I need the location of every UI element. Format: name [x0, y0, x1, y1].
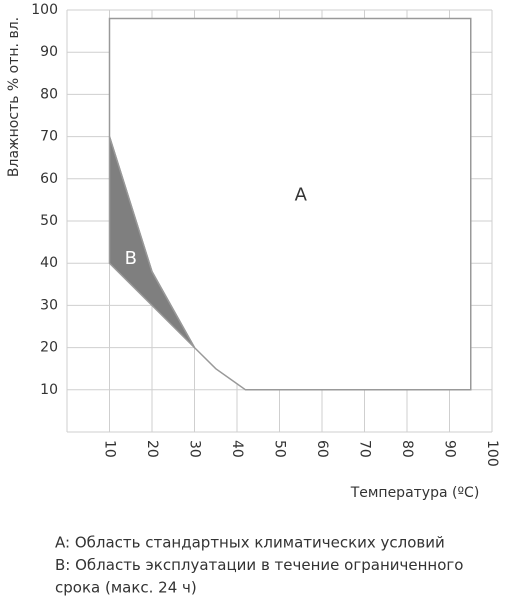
x-tick-label: 60 — [314, 440, 330, 458]
x-tick-label: 90 — [442, 440, 458, 458]
area-label: A — [295, 185, 308, 206]
x-tick-label: 20 — [144, 440, 160, 458]
y-tick-label: 30 — [40, 297, 58, 313]
y-tick-label: 60 — [40, 171, 58, 187]
y-tick-label: 20 — [40, 340, 58, 356]
x-tick-label: 100 — [484, 440, 500, 467]
area-label: B — [125, 248, 137, 269]
y-axis-label: Влажность % отн. вл. — [6, 17, 22, 177]
y-tick-label: 10 — [40, 382, 58, 398]
note: срока (макс. 24 ч) — [55, 579, 197, 597]
x-axis-label: Температура (ºC) — [350, 485, 480, 501]
x-tick-label: 80 — [399, 440, 415, 458]
y-tick-label: 50 — [40, 213, 58, 229]
x-tick-label: 10 — [102, 440, 118, 458]
y-tick-label: 80 — [40, 86, 58, 102]
area-0 — [108, 17, 472, 391]
y-tick-label: 40 — [40, 255, 58, 271]
y-tick-label: 100 — [31, 2, 58, 18]
x-tick-label: 30 — [187, 440, 203, 458]
note: B: Область эксплуатации в течение ограни… — [55, 556, 463, 574]
x-tick-label: 50 — [272, 440, 288, 458]
y-tick-label: 90 — [40, 44, 58, 60]
x-tick-label: 70 — [357, 440, 373, 458]
area-1 — [108, 136, 196, 349]
y-tick-label: 70 — [40, 129, 58, 145]
x-tick-label: 40 — [229, 440, 245, 458]
note: A: Область стандартных климатических усл… — [55, 534, 445, 552]
